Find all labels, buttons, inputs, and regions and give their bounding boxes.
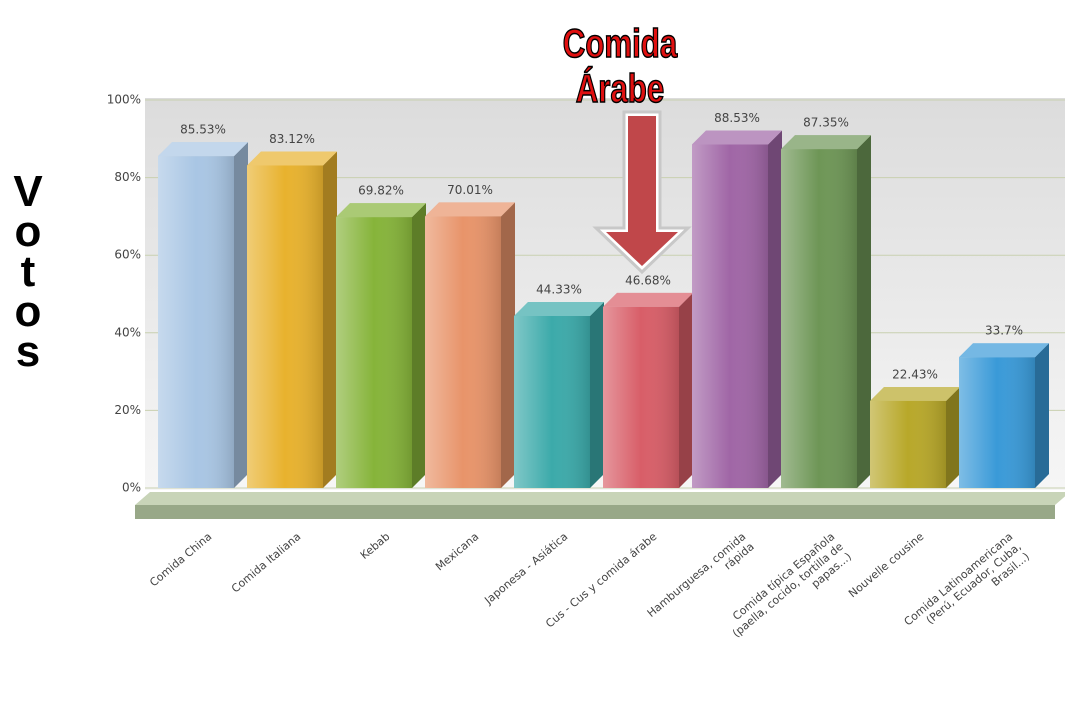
bar-side — [590, 301, 604, 488]
bar-top — [247, 151, 337, 166]
bar-shade — [336, 217, 412, 489]
bar-side-shade — [590, 301, 604, 488]
bar-top — [336, 203, 426, 218]
bar-top-shine — [247, 151, 337, 166]
bar-shade — [959, 357, 1035, 488]
bar-top-shine — [336, 203, 426, 218]
bar-top — [959, 343, 1049, 358]
value-label: 85.53% — [180, 123, 226, 137]
bar-side-shade — [946, 386, 960, 488]
bar-shade — [692, 144, 768, 488]
bar-side — [679, 292, 693, 488]
bar-side-shade — [857, 135, 871, 488]
bar-top — [692, 130, 782, 145]
bar-top — [514, 301, 604, 316]
y-tick-label: 0% — [122, 481, 141, 495]
bar-shade — [158, 156, 234, 488]
y-axis-label: Votos — [13, 167, 43, 376]
bar-shade — [425, 216, 501, 488]
bar-side — [234, 142, 248, 488]
bar-shade — [247, 165, 323, 489]
bar-top — [603, 292, 693, 307]
bar-top — [425, 202, 515, 217]
value-label: 33.7% — [985, 324, 1023, 338]
bar-top — [158, 142, 248, 157]
value-label: 46.68% — [625, 273, 671, 287]
bar-side-shade — [679, 292, 693, 488]
y-tick-label: 80% — [114, 170, 141, 184]
bar-shade — [514, 315, 590, 488]
floor-front — [135, 505, 1055, 519]
y-tick-label: 100% — [107, 93, 141, 107]
bar-side — [501, 202, 515, 488]
value-label: 22.43% — [892, 367, 938, 381]
y-tick-label: 40% — [114, 325, 141, 339]
value-label: 88.53% — [714, 111, 760, 125]
annotation: Comida Árabe — [562, 21, 678, 112]
bar-top-shine — [158, 142, 248, 157]
bar-top-shine — [425, 202, 515, 217]
value-label: 83.12% — [269, 132, 315, 146]
bar-side-shade — [323, 151, 337, 489]
bar-top-shine — [603, 292, 693, 307]
bar-side — [857, 135, 871, 488]
value-label: 44.33% — [536, 282, 582, 296]
bar-side — [323, 151, 337, 489]
bar-top-shine — [870, 386, 960, 401]
bar-top-shine — [514, 301, 604, 316]
bar-side-shade — [501, 202, 515, 488]
bar-top-shine — [781, 135, 871, 150]
arrow — [592, 110, 692, 275]
value-label: 70.01% — [447, 183, 493, 197]
bar-side — [412, 203, 426, 489]
bar-side — [946, 386, 960, 488]
bar-side-shade — [1035, 343, 1049, 488]
value-label: 87.35% — [803, 116, 849, 130]
bar-side — [1035, 343, 1049, 488]
bar-top — [781, 135, 871, 150]
bar-side — [768, 130, 782, 488]
y-tick-label: 60% — [114, 248, 141, 262]
bar-side-shade — [412, 203, 426, 489]
bar-top-shine — [692, 130, 782, 145]
bar-top-shine — [959, 343, 1049, 358]
bar-shade — [603, 306, 679, 488]
bar-shade — [870, 400, 946, 488]
floor-top — [135, 492, 1065, 505]
bar-top — [870, 386, 960, 401]
bar-shade — [781, 149, 857, 488]
y-tick-label: 20% — [114, 403, 141, 417]
bar-side-shade — [234, 142, 248, 488]
bar-side-shade — [768, 130, 782, 488]
value-label: 69.82% — [358, 184, 404, 198]
